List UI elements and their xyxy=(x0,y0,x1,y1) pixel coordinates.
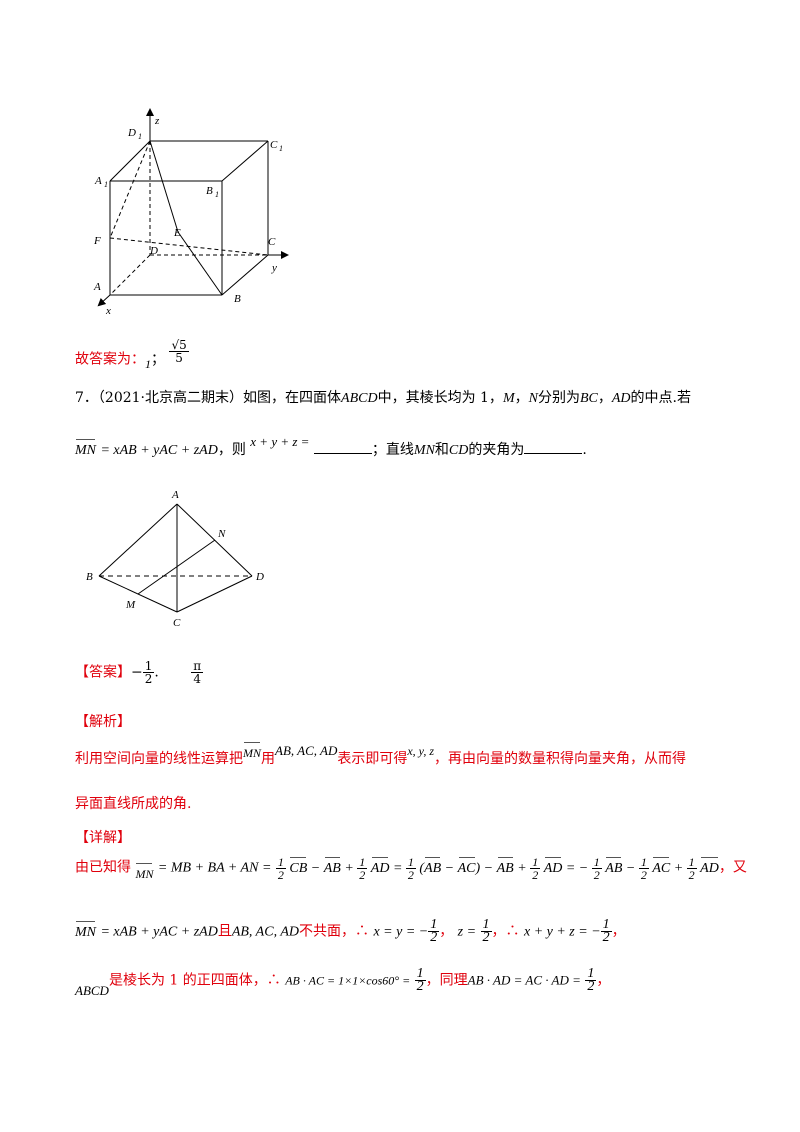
answer-blank-1[interactable] xyxy=(313,441,372,454)
fraction-sqrt5-over-5: √5 5 xyxy=(169,338,189,365)
label-B: B xyxy=(86,571,93,583)
label-A: A xyxy=(171,489,179,501)
label-C: C xyxy=(173,617,181,629)
analysis-line2: 异面直线所成的角. xyxy=(75,796,192,812)
label-F: F xyxy=(93,235,101,247)
label-M: M xyxy=(125,599,136,611)
detail-line2: MN = xAB + yAC + zAD且AB, AC, AD不共面，∴ x =… xyxy=(75,917,626,945)
label-C1: C xyxy=(270,139,278,151)
label-A: A xyxy=(93,281,101,293)
previous-answer: 故答案为：1； √5 5 xyxy=(75,338,189,371)
svg-text:1: 1 xyxy=(104,180,108,189)
tetrahedron-figure: A N B D M C xyxy=(86,489,264,629)
label-D: D xyxy=(149,245,158,257)
answer-blank-2[interactable] xyxy=(524,441,583,454)
label-A1: A xyxy=(94,175,102,187)
label-B: B xyxy=(234,293,241,305)
label-y: y xyxy=(271,262,277,274)
label-C: C xyxy=(268,236,276,248)
detail-line3: ABCD是棱长为 1 的正四面体，∴ AB · AC = 1×1×cos60° … xyxy=(75,966,611,998)
label-D: D xyxy=(255,571,264,583)
label-E: E xyxy=(173,227,181,239)
label-N: N xyxy=(217,528,226,540)
label-B1: B xyxy=(206,185,213,197)
label-D1: D xyxy=(127,127,136,139)
analysis-tag: 【解析】 xyxy=(75,714,131,730)
svg-text:1: 1 xyxy=(138,132,142,141)
detail-tag: 【详解】 xyxy=(75,830,131,846)
label-x: x xyxy=(105,305,111,317)
cube-figure: z D 1 C 1 A 1 B 1 F E D C y A B x xyxy=(93,108,289,317)
svg-text:1: 1 xyxy=(279,144,283,153)
question-7-line2: MN = xAB + yAC + zAD，则 x + y + z = ；直线MN… xyxy=(75,434,587,458)
x-axis xyxy=(97,294,111,307)
svg-text:1: 1 xyxy=(215,190,219,199)
analysis-line1: 利用空间向量的线性运算把MN用AB, AC, AD表示即可得x, y, z，再由… xyxy=(75,742,687,767)
label-z: z xyxy=(154,115,160,127)
question-7-line1: 7．（2021·北京高二期末）如图，在四面体ABCD中，其棱长均为 1，M，N分… xyxy=(75,390,691,406)
